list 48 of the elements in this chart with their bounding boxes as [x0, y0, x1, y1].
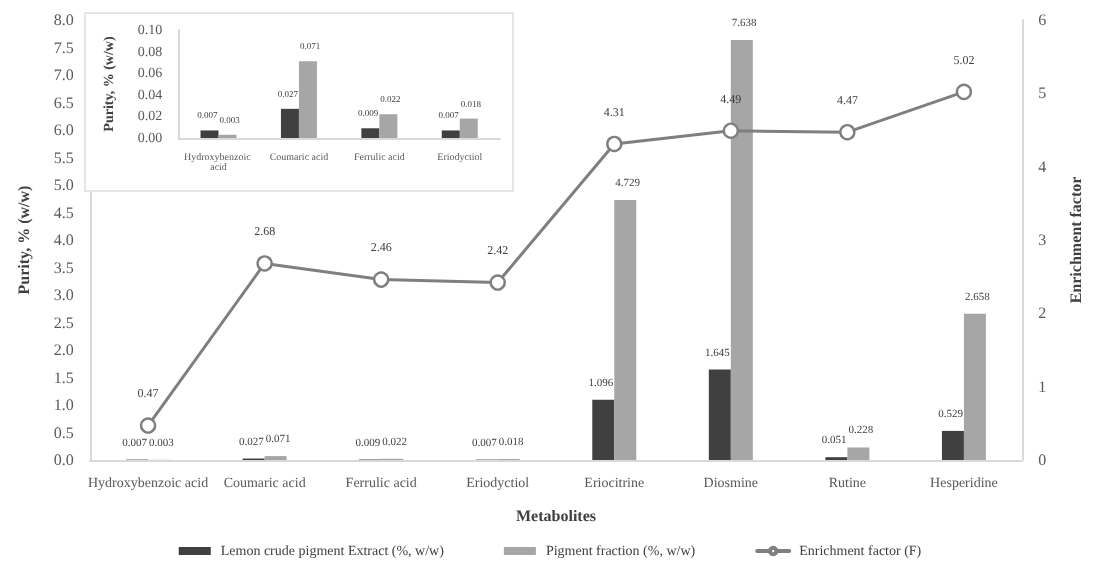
- y-tick-label: 8.0: [53, 11, 74, 29]
- y-tick-label: 7.0: [53, 66, 74, 84]
- y-tick-label: 0.0: [53, 451, 74, 469]
- y-tick-label: 2.5: [53, 313, 74, 332]
- y2-tick-label: 0: [1038, 451, 1047, 469]
- bar: [592, 399, 615, 460]
- bar: [361, 128, 380, 138]
- y2-tick-label: 2: [1038, 304, 1047, 323]
- y2-tick-label: 5: [1038, 84, 1047, 103]
- y-tick-label: 3.0: [53, 286, 74, 304]
- y-tick-label: 5.0: [53, 176, 74, 194]
- bar: [200, 130, 219, 138]
- y-tick-label: 6.5: [53, 93, 74, 112]
- bar: [847, 447, 870, 460]
- bar: [941, 430, 964, 460]
- y-tick-label: 2.0: [53, 341, 74, 359]
- point: [955, 83, 973, 101]
- point: [606, 135, 623, 153]
- point: [722, 122, 740, 139]
- y2-tick-label: 3: [1038, 231, 1047, 249]
- bar: [280, 108, 299, 138]
- y-tick-label: 3.5: [53, 258, 74, 277]
- y2-tick-label: 6: [1038, 11, 1047, 29]
- bar: [614, 199, 637, 460]
- bar: [459, 118, 478, 138]
- point: [139, 417, 157, 434]
- bar: [963, 313, 986, 460]
- y-tick-label: 5.5: [53, 148, 74, 167]
- y-tick-label: 4.5: [53, 203, 74, 222]
- bar: [441, 130, 460, 138]
- y2-axis-title: Enrichment factor: [1067, 175, 1085, 304]
- point: [839, 124, 856, 141]
- bar: [298, 61, 317, 138]
- y-axis-title: Purity, % (w/w): [15, 184, 33, 295]
- point: [372, 271, 390, 288]
- point: [256, 255, 273, 272]
- bar: [708, 369, 731, 460]
- y-tick-label: 6.0: [53, 121, 74, 139]
- y2-tick-label: 4: [1038, 157, 1047, 176]
- y-tick-label: 1.5: [53, 368, 74, 387]
- y-tick-label: 0.5: [53, 423, 74, 442]
- y-tick-label: 7.5: [53, 38, 74, 57]
- y2-tick-label: 1: [1038, 377, 1047, 396]
- y-tick-label: 4.0: [53, 231, 74, 249]
- x-axis-title: Metabolites: [516, 507, 596, 525]
- y-tick-label: 1.0: [53, 396, 74, 414]
- bar: [379, 114, 398, 138]
- point: [489, 274, 506, 291]
